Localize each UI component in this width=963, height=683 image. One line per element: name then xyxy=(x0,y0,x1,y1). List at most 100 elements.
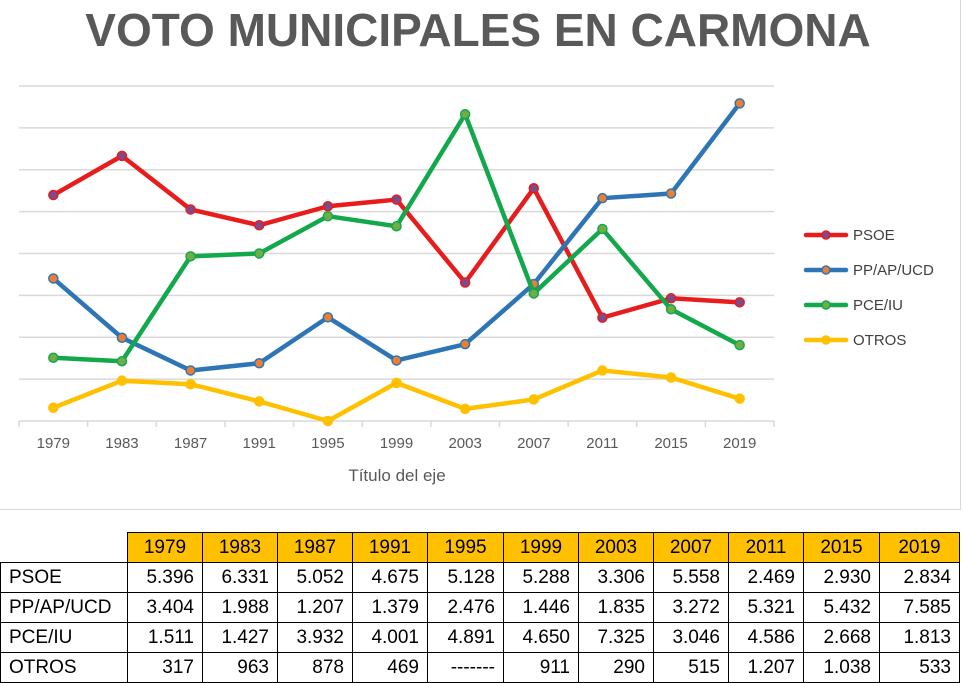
vote-count-cell: 7.585 xyxy=(879,592,960,623)
data-point xyxy=(459,277,471,288)
vote-count-cell: 2.930 xyxy=(803,562,880,593)
series-line xyxy=(51,101,742,373)
vote-count-cell: 5.558 xyxy=(653,562,729,593)
data-point xyxy=(48,273,59,284)
vote-count-cell: 4.675 xyxy=(352,562,428,593)
vote-count-cell: 5.396 xyxy=(127,562,203,593)
vote-count-cell: ------- xyxy=(427,652,504,683)
vote-count-cell: 1.988 xyxy=(202,592,278,623)
legend-marker xyxy=(821,230,831,240)
legend-marker xyxy=(821,335,831,345)
year-header-cell: 2003 xyxy=(578,532,654,563)
data-point xyxy=(391,194,402,205)
vote-count-cell: 1.427 xyxy=(202,622,278,653)
vote-count-cell: 3.046 xyxy=(653,622,729,653)
x-tick-label: 1991 xyxy=(243,435,276,452)
year-header-cell: 1987 xyxy=(277,532,353,563)
party-label-cell: PCE/IU xyxy=(0,622,128,653)
data-point xyxy=(597,365,608,376)
data-point xyxy=(528,288,540,299)
x-axis-title: Título del eje xyxy=(348,466,445,485)
vote-count-cell: 533 xyxy=(879,652,960,683)
legend-item: PP/AP/UCD xyxy=(803,262,934,279)
chart-title: VOTO MUNICIPALES EN CARMONA xyxy=(85,4,870,56)
vote-count-cell: 1.379 xyxy=(352,592,428,623)
data-point xyxy=(528,183,540,194)
data-point xyxy=(391,377,402,389)
x-tick-label: 1999 xyxy=(380,435,413,452)
data-point xyxy=(48,402,59,413)
data-point xyxy=(116,375,128,386)
data-point xyxy=(734,297,745,308)
data-point xyxy=(253,358,265,369)
data-point xyxy=(734,393,745,404)
data-point xyxy=(322,312,334,323)
series-otros xyxy=(48,365,745,427)
data-point xyxy=(459,109,471,120)
year-header-cell: 1979 xyxy=(127,532,203,563)
data-point xyxy=(322,201,334,212)
vote-count-cell: 515 xyxy=(653,652,729,683)
year-header-cell: 2007 xyxy=(653,532,729,563)
data-point xyxy=(459,338,471,350)
data-point xyxy=(665,188,677,199)
data-point xyxy=(597,312,608,323)
vote-count-cell: 911 xyxy=(503,652,579,683)
vote-count-cell: 3.306 xyxy=(578,562,654,593)
year-header-cell: 1991 xyxy=(352,532,428,563)
data-point xyxy=(253,248,265,259)
vote-count-cell: 5.432 xyxy=(803,592,880,623)
legend-label: OTROS xyxy=(853,332,906,349)
series-lines xyxy=(48,98,745,427)
x-tick-label: 2003 xyxy=(448,435,481,452)
year-header-cell: 2011 xyxy=(728,532,804,563)
series-pp-ap-ucd xyxy=(48,98,745,376)
data-point xyxy=(185,365,196,376)
line-chart: VOTO MUNICIPALES EN CARMONA 1979 1983 1987… xyxy=(18,4,934,485)
data-point xyxy=(597,223,608,235)
vote-count-cell: 4.001 xyxy=(352,622,428,653)
legend-marker xyxy=(821,265,831,275)
data-point xyxy=(48,352,59,363)
vote-count-cell: 1.813 xyxy=(879,622,960,653)
vote-count-cell: 5.288 xyxy=(503,562,579,593)
vote-count-cell: 5.128 xyxy=(427,562,504,593)
vote-count-cell: 4.586 xyxy=(728,622,804,653)
party-label-cell: OTROS xyxy=(0,652,128,683)
vote-count-cell: 4.650 xyxy=(503,622,579,653)
series-pce-iu xyxy=(48,109,745,367)
year-header-cell: 1999 xyxy=(503,532,579,563)
data-point xyxy=(116,150,128,162)
data-point xyxy=(665,293,677,304)
vote-count-cell: 4.891 xyxy=(427,622,504,653)
data-point xyxy=(253,396,265,407)
legend-label: PCE/IU xyxy=(853,297,903,314)
legend-label: PSOE xyxy=(853,227,895,244)
vote-count-cell: 6.331 xyxy=(202,562,278,593)
year-header-cell: 2015 xyxy=(803,532,880,563)
vote-count-cell: 1.207 xyxy=(277,592,353,623)
data-point xyxy=(391,221,402,232)
data-point xyxy=(48,189,59,201)
table-row: PSOE 5.396 6.331 5.052 4.675 5.128 5.288 3.306 5… xyxy=(0,562,960,593)
data-point xyxy=(597,192,608,204)
vote-count-cell: 3.404 xyxy=(127,592,203,623)
vote-count-cell: 1.835 xyxy=(578,592,654,623)
series-psoe xyxy=(48,150,745,323)
data-point xyxy=(116,332,128,344)
vote-count-cell: 7.325 xyxy=(578,622,654,653)
table-corner-cell xyxy=(0,532,128,563)
vote-count-cell: 2.476 xyxy=(427,592,504,623)
vote-count-cell: 290 xyxy=(578,652,654,683)
legend-item: PSOE xyxy=(803,227,895,244)
data-point xyxy=(665,372,677,383)
data-point xyxy=(665,304,677,315)
data-point xyxy=(322,415,334,427)
table-row: PCE/IU 1.511 1.427 3.932 4.001 4.891 4.650 7.32… xyxy=(0,622,960,653)
table-row: OTROS 317 963 878 469 ------- 911 290 515 1.207 1.… xyxy=(0,652,960,683)
legend-item: OTROS xyxy=(803,332,906,349)
data-point xyxy=(391,355,402,366)
vote-count-cell: 2.668 xyxy=(803,622,880,653)
data-point xyxy=(116,355,128,367)
vote-count-cell: 2.469 xyxy=(728,562,804,593)
